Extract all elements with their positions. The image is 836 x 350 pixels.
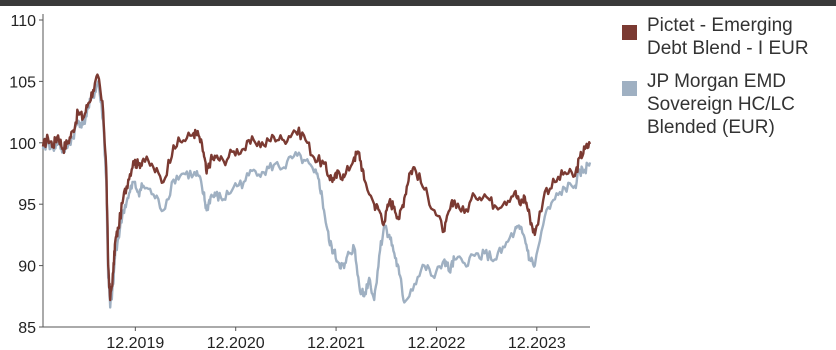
y-tick-label: 85 [18,320,36,337]
legend-swatch-jpmorgan [622,81,637,96]
x-tick-label: 12.2022 [408,335,466,350]
series-line-pictet [41,73,592,302]
chart-legend: Pictet - Emerging Debt Blend - I EUR JP … [622,14,832,149]
legend-label-pictet: Pictet - Emerging Debt Blend - I EUR [647,15,809,59]
legend-label-jpmorgan: JP Morgan EMD Sovereign HC/LC Blended (E… [647,71,795,138]
y-tick-label: 105 [9,74,36,91]
x-tick-label: 12.2020 [207,335,265,350]
x-tick-label: 12.2019 [106,335,164,350]
y-tick-label: 95 [18,197,36,214]
y-tick-label: 90 [18,259,36,276]
y-tick-label: 110 [10,13,36,30]
x-tick-label: 12.2023 [508,335,566,350]
chart-series [41,73,592,309]
chart-axes: 85 90 95 100 105 110 12.2019 12.2020 12.2021 12.2… [9,13,590,350]
x-tick-label: 12.2021 [307,335,365,350]
top-border-bar [0,0,836,6]
legend-item-pictet: Pictet - Emerging Debt Blend - I EUR [622,14,832,60]
y-tick-label: 100 [9,136,36,153]
legend-swatch-pictet [622,25,637,40]
legend-item-jpmorgan: JP Morgan EMD Sovereign HC/LC Blended (E… [622,70,832,139]
series-line-jpmorgan [41,80,592,309]
